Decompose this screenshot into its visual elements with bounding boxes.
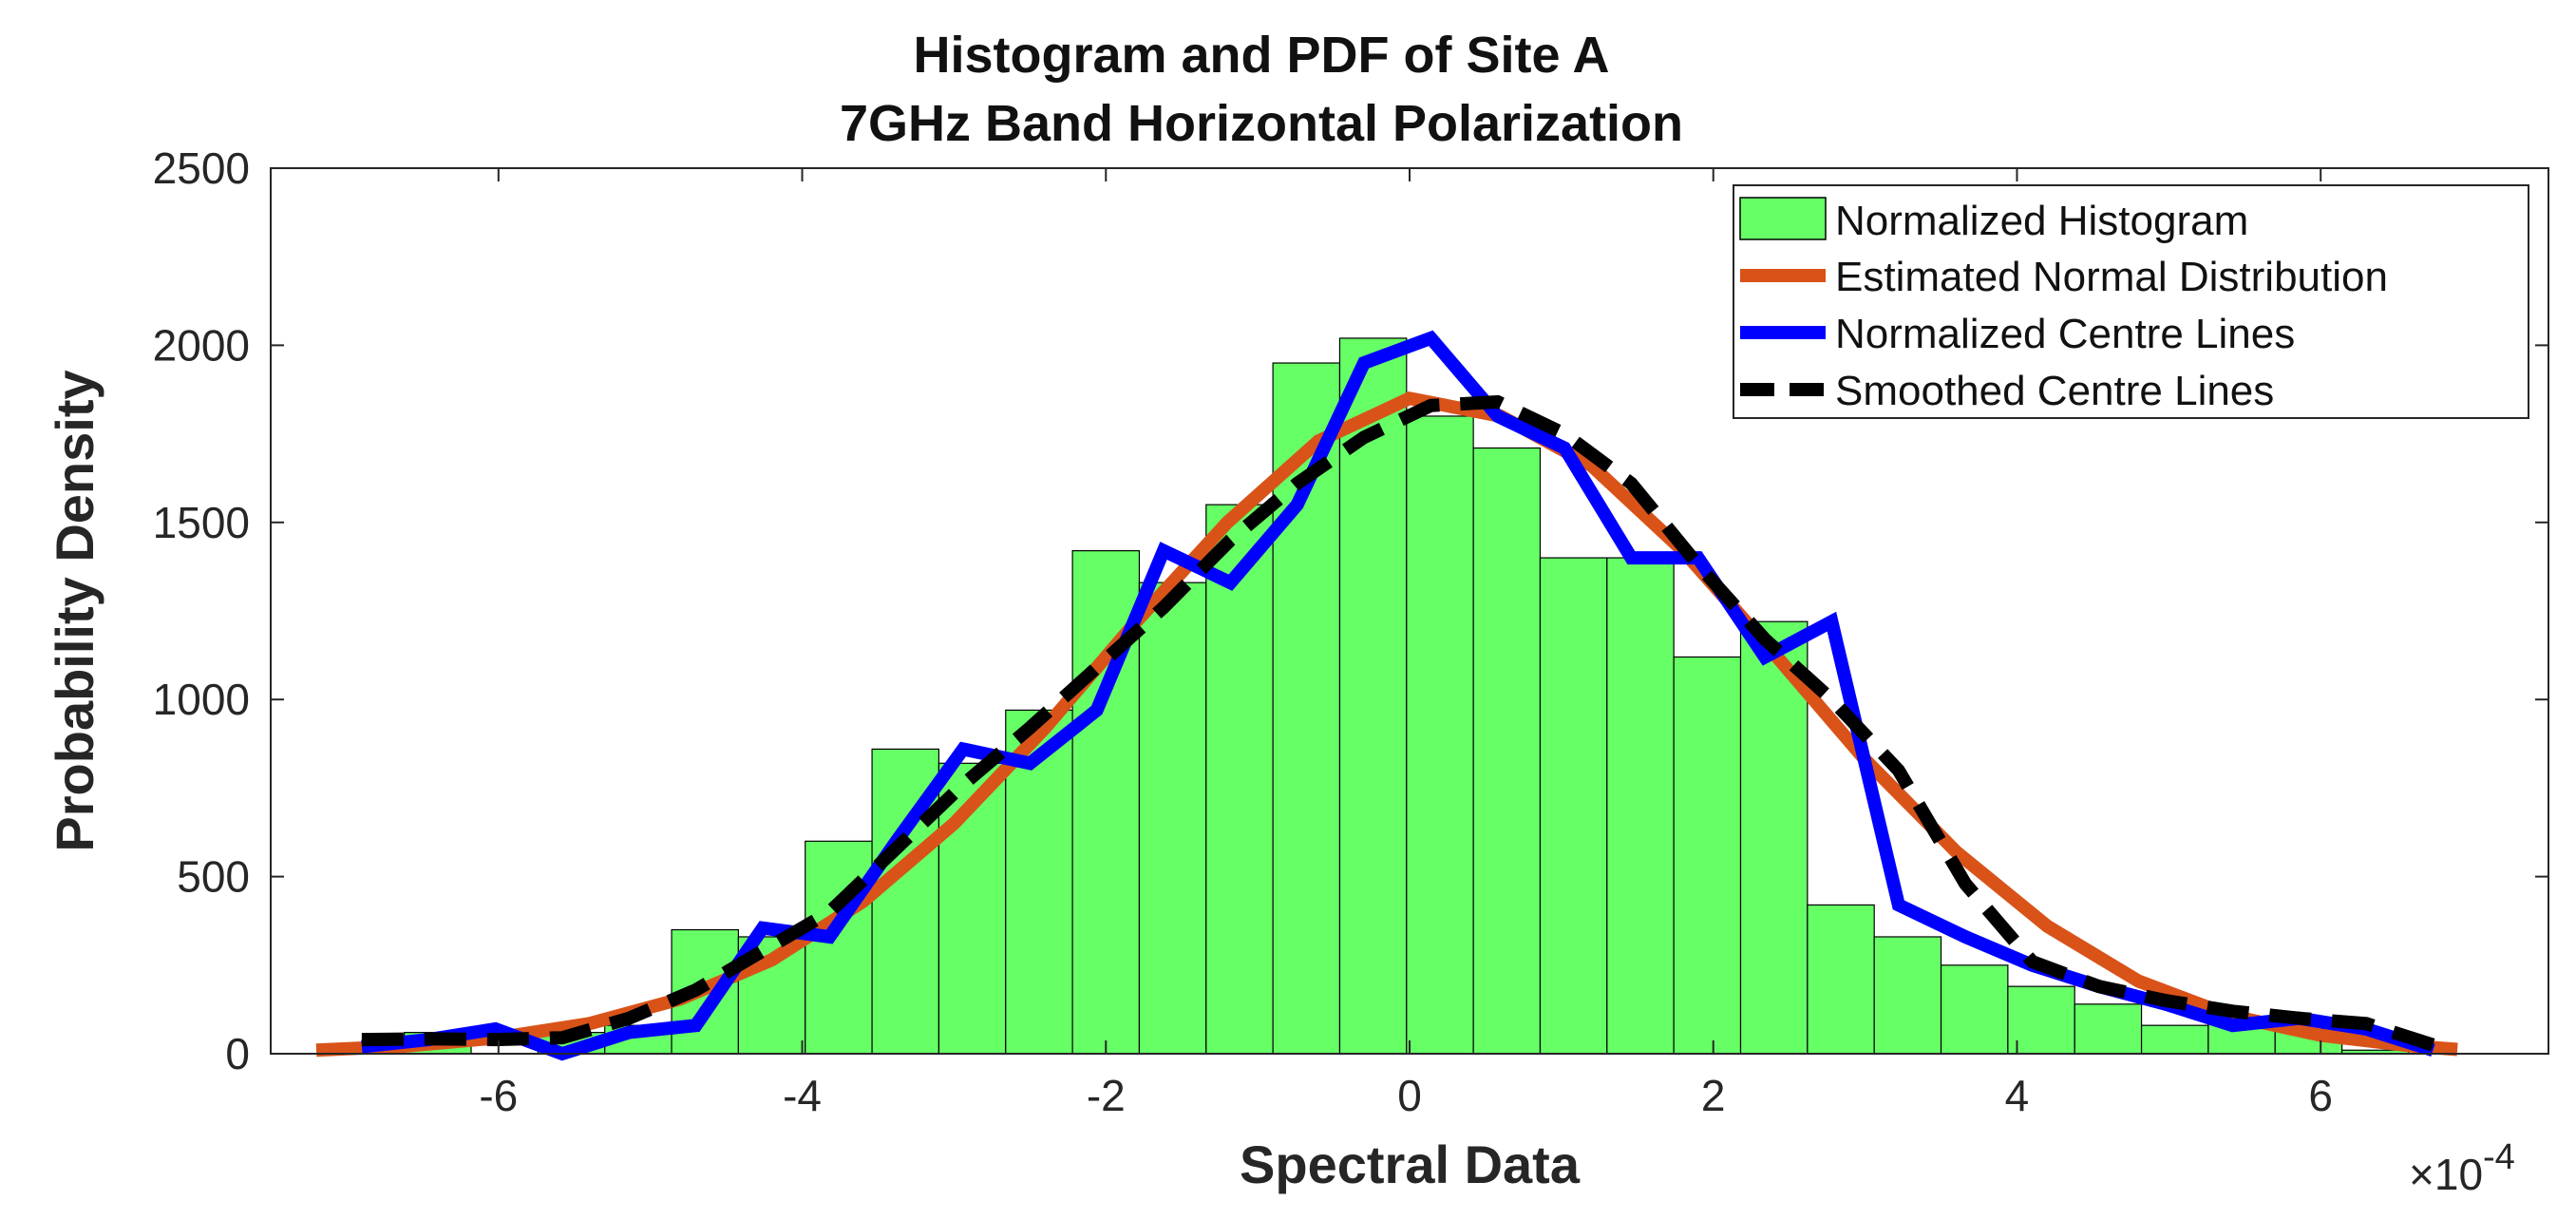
histogram-bar <box>1338 337 1408 1055</box>
legend-label-centre: Normalized Centre Lines <box>1835 311 2295 357</box>
y-tick-label: 1500 <box>153 498 250 547</box>
histogram-bar <box>1138 581 1207 1055</box>
x-tick-label: -6 <box>479 1071 518 1120</box>
x-tick-label: 0 <box>1397 1071 1422 1120</box>
y-tick-label: 2500 <box>153 143 250 193</box>
histogram-bar <box>1873 936 1942 1055</box>
x-axis-label: Spectral Data <box>1240 1134 1581 1194</box>
y-tick-label: 1000 <box>153 675 250 724</box>
series-lines <box>315 330 2458 1061</box>
histogram-bar <box>2074 1003 2143 1055</box>
legend-label-normal: Estimated Normal Distribution <box>1835 254 2388 300</box>
x-axis-multiplier-base: ×10 <box>2409 1150 2483 1199</box>
histogram-bar <box>1406 415 1474 1055</box>
x-tick-label: 2 <box>1701 1071 1726 1120</box>
histogram-bar <box>1205 504 1274 1055</box>
x-tick-label: 4 <box>2005 1071 2030 1120</box>
y-tick-label: 2000 <box>153 320 250 370</box>
smoothed-centre-line <box>361 394 2435 1052</box>
legend-label-histogram: Normalized Histogram <box>1835 198 2248 244</box>
axis-ticks: -6 -4 -2 0 2 4 6 0 500 1000 1500 2000 2500 <box>153 143 2548 1120</box>
histogram-bar <box>1539 557 1608 1055</box>
histogram-bar <box>1005 709 1073 1055</box>
histogram-bar <box>1940 964 2009 1055</box>
histogram-bar <box>2007 985 2075 1055</box>
x-tick-label: -4 <box>783 1071 822 1120</box>
x-axis-multiplier-exponent: -4 <box>2483 1137 2515 1177</box>
histogram-bar <box>1673 656 1742 1055</box>
legend: Normalized Histogram Estimated Normal Di… <box>1733 184 2529 419</box>
y-tick-label: 0 <box>225 1029 250 1078</box>
histogram-bar <box>2140 1024 2209 1055</box>
legend-box <box>1733 184 2529 419</box>
x-axis-multiplier: ×10-4 <box>2409 1137 2515 1199</box>
histogram-bar <box>1807 904 1875 1055</box>
y-axis-label: Probability Density <box>45 370 104 851</box>
y-tick-label: 500 <box>177 852 250 902</box>
x-tick-label: 6 <box>2308 1071 2333 1120</box>
chart-title-line-1: Histogram and PDF of Site A <box>913 27 1609 84</box>
histogram-bar <box>805 840 873 1055</box>
histogram-bar <box>1606 557 1675 1055</box>
histogram-bar <box>1739 620 1809 1055</box>
chart-title-line-2: 7GHz Band Horizontal Polarization <box>840 95 1683 152</box>
legend-label-smoothed: Smoothed Centre Lines <box>1835 368 2274 414</box>
legend-histogram-swatch <box>1739 197 1827 240</box>
histogram-bar <box>1472 447 1542 1055</box>
x-tick-label: -2 <box>1087 1071 1126 1120</box>
